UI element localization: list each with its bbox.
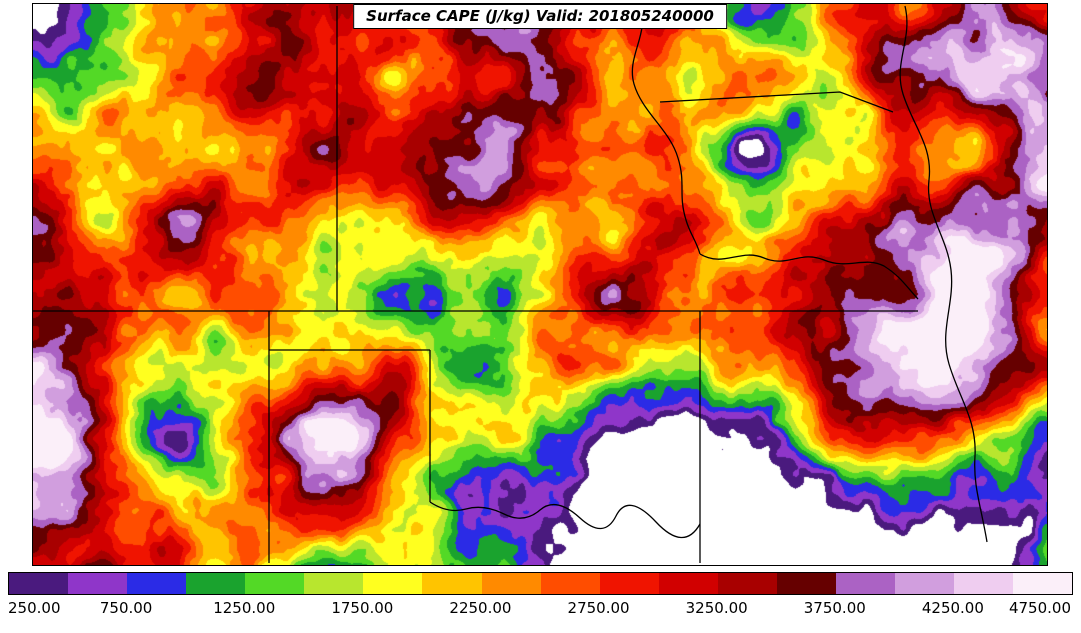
colorbar-segment <box>186 573 246 594</box>
colorbar-segment <box>68 573 128 594</box>
colorbar-segment <box>481 573 541 594</box>
colorbar <box>8 572 1073 595</box>
colorbar-segment <box>894 573 954 594</box>
colorbar-segment <box>717 573 777 594</box>
colorbar-segment <box>658 573 718 594</box>
colorbar-segment <box>776 573 836 594</box>
colorbar-tick-labels: 250.00 750.00 1250.00 1750.00 2250.00 2750.00… <box>8 599 1071 619</box>
colorbar-segment <box>422 573 482 594</box>
colorbar-tick-label: 1750.00 <box>331 599 394 617</box>
colorbar-segment <box>245 573 305 594</box>
colorbar-segment <box>540 573 600 594</box>
colorbar-segment <box>304 573 364 594</box>
colorbar-tick-label: 2750.00 <box>567 599 630 617</box>
map-frame: Surface CAPE (J/kg) Valid: 201805240000 <box>32 3 1048 566</box>
colorbar-segment <box>599 573 659 594</box>
colorbar-tick-label: 750.00 <box>99 599 153 617</box>
colorbar-tick-label: 2250.00 <box>449 599 512 617</box>
colorbar-tick-label: 4250.00 <box>921 599 984 617</box>
colorbar-segment <box>127 573 187 594</box>
colorbar-segment <box>835 573 895 594</box>
colorbar-segment <box>363 573 423 594</box>
colorbar-tick-label: 250.00 <box>8 599 61 617</box>
colorbar-segment <box>9 573 69 594</box>
colorbar-tick-label: 3750.00 <box>803 599 866 617</box>
colorbar-tick-label: 1250.00 <box>213 599 276 617</box>
colorbar-segment <box>1013 573 1073 594</box>
colorbar-segment <box>954 573 1014 594</box>
colorbar-tick-label: 4750.00 <box>1008 599 1071 617</box>
cape-field-canvas <box>33 4 1047 565</box>
map-title: Surface CAPE (J/kg) Valid: 201805240000 <box>353 4 727 29</box>
colorbar-tick-label: 3250.00 <box>685 599 748 617</box>
